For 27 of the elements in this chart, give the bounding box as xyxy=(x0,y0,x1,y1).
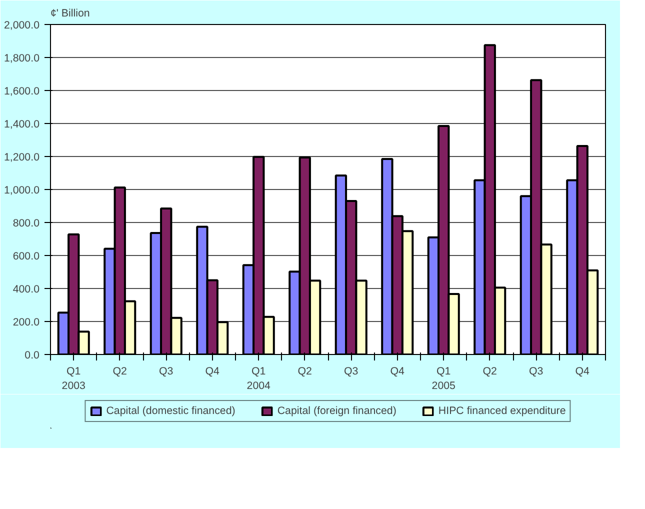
y-tick-label: 0.0 xyxy=(24,350,40,362)
x-tick-label: Q4 xyxy=(205,366,220,378)
y-tick-label: 1,600.0 xyxy=(4,86,40,98)
y-tick-label: 1,800.0 xyxy=(4,52,40,64)
x-tick-label: Q4 xyxy=(575,366,590,378)
legend-label: Capital (domestic financed) xyxy=(106,405,236,417)
x-tick-label: Q1 2005 xyxy=(432,366,456,392)
x-tick-label: Q4 xyxy=(390,366,405,378)
x-tick-label: Q3 xyxy=(344,366,358,378)
x-tick-label: Q2 xyxy=(298,366,312,378)
x-tick-label: Q1 2004 xyxy=(246,366,271,392)
y-axis-title: ¢' Billion xyxy=(50,8,90,20)
legend-label: HIPC financed expenditure xyxy=(438,405,566,417)
x-tick-label: Q2 xyxy=(482,366,498,378)
y-tick-label: 2,000.0 xyxy=(4,20,40,32)
legend-label: Capital (foreign financed) xyxy=(277,405,396,417)
y-tick-label: 1,400.0 xyxy=(4,118,40,130)
y-tick-label: 1,000.0 xyxy=(4,184,40,196)
y-tick-label: 400.0 xyxy=(12,284,40,296)
y-tick-label: 1,200.0 xyxy=(4,152,40,164)
x-tick-label: Q2 xyxy=(112,366,128,378)
x-tick-label: Q3 xyxy=(529,366,544,378)
y-tick-label: 200.0 xyxy=(12,316,40,328)
y-tick-label: 800.0 xyxy=(12,218,40,230)
x-tick-label: Q1 2003 xyxy=(62,366,86,392)
y-tick-label: 600.0 xyxy=(12,250,40,262)
x-tick-label: Q3 xyxy=(159,366,174,378)
